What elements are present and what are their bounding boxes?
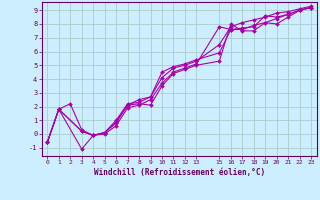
X-axis label: Windchill (Refroidissement éolien,°C): Windchill (Refroidissement éolien,°C)	[94, 168, 265, 177]
